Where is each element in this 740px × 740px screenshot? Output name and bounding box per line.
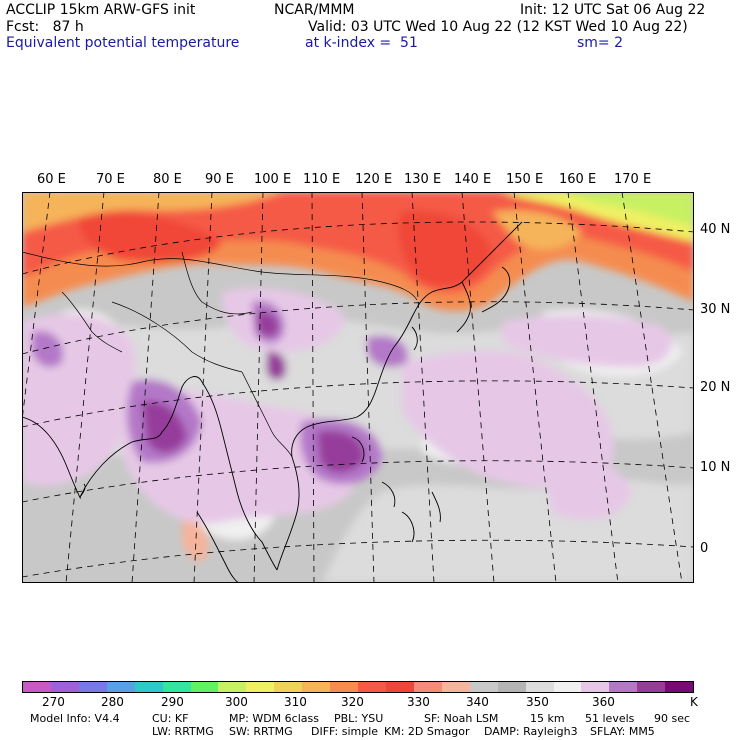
- footer-item: MP: WDM 6class: [229, 712, 319, 725]
- footer-item: CU: KF: [152, 712, 189, 725]
- field-name: Equivalent potential temperature: [6, 35, 240, 51]
- lon-label: 80 E: [153, 172, 182, 187]
- colorbar-swatch: [246, 682, 275, 692]
- forecast-hour: Fcst: 87 h: [6, 19, 84, 35]
- lat-label: 10 N: [700, 460, 731, 475]
- title-center: NCAR/MMM: [274, 2, 355, 18]
- colorbar-swatch: [413, 682, 442, 692]
- lon-label: 60 E: [37, 172, 66, 187]
- lon-label: 120 E: [355, 172, 393, 187]
- footer-item: Model Info: V4.4: [30, 712, 120, 725]
- smoothing: sm= 2: [577, 35, 624, 51]
- colorbar-unit: K: [690, 695, 698, 709]
- lat-label: 40 N: [700, 222, 731, 237]
- colorbar-swatch: [637, 682, 666, 692]
- colorbar-swatch: [134, 682, 163, 692]
- colorbar-label: 350: [526, 695, 549, 709]
- footer-item: SF: Noah LSM: [424, 712, 499, 725]
- lon-label: 90 E: [205, 172, 234, 187]
- lon-label: 150 E: [506, 172, 544, 187]
- lon-label: 170 E: [614, 172, 652, 187]
- footer-item: SFLAY: MM5: [590, 725, 655, 738]
- lon-label: 130 E: [404, 172, 442, 187]
- footer-item: SW: RRTMG: [229, 725, 293, 738]
- init-time: Init: 12 UTC Sat 06 Aug 22: [520, 2, 706, 18]
- colorbar-swatch: [50, 682, 79, 692]
- footer-item: KM: 2D Smagor: [384, 725, 470, 738]
- colorbar-swatch: [441, 682, 470, 692]
- colorbar-swatch: [497, 682, 526, 692]
- footer-item: 15 km: [530, 712, 565, 725]
- footer-item: LW: RRTMG: [152, 725, 214, 738]
- field-shading: [22, 192, 694, 583]
- colorbar-label: 310: [284, 695, 307, 709]
- colorbar-swatch: [469, 682, 498, 692]
- colorbar-swatch: [609, 682, 638, 692]
- theta-e-map: [22, 192, 694, 583]
- valid-time: Valid: 03 UTC Wed 10 Aug 22 (12 KST Wed …: [308, 19, 688, 35]
- colorbar-swatch: [581, 682, 610, 692]
- map-frame: [22, 192, 694, 583]
- footer-item: DAMP: Rayleigh3: [484, 725, 578, 738]
- lat-label: 20 N: [700, 380, 731, 395]
- colorbar-swatch: [274, 682, 303, 692]
- colorbar-label: 280: [101, 695, 124, 709]
- colorbar: [22, 681, 694, 693]
- colorbar-swatch: [23, 682, 51, 692]
- lon-label: 110 E: [303, 172, 341, 187]
- colorbar-swatch: [330, 682, 359, 692]
- lon-label: 140 E: [454, 172, 492, 187]
- colorbar-swatch: [385, 682, 414, 692]
- colorbar-label: 340: [466, 695, 489, 709]
- colorbar-label: 360: [592, 695, 615, 709]
- lon-label: 70 E: [96, 172, 125, 187]
- lon-label: 100 E: [254, 172, 292, 187]
- colorbar-swatch: [78, 682, 107, 692]
- footer-item: PBL: YSU: [334, 712, 384, 725]
- colorbar-swatch: [162, 682, 191, 692]
- lat-label: 30 N: [700, 302, 731, 317]
- colorbar-swatch: [525, 682, 554, 692]
- k-index: at k-index = 51: [305, 35, 418, 51]
- title-model: ACCLIP 15km ARW-GFS init: [6, 2, 196, 18]
- map-canvas: [22, 192, 694, 583]
- footer-item: 51 levels: [585, 712, 635, 725]
- colorbar-label: 300: [225, 695, 248, 709]
- colorbar-label: 290: [161, 695, 184, 709]
- colorbar-swatch: [358, 682, 386, 692]
- colorbar-label: 320: [341, 695, 364, 709]
- colorbar-label: 270: [42, 695, 65, 709]
- colorbar-swatch: [302, 682, 331, 692]
- colorbar-label: 330: [407, 695, 430, 709]
- colorbar-swatch: [665, 682, 694, 692]
- coastlines: [22, 221, 523, 583]
- colorbar-swatch: [218, 682, 247, 692]
- lat-label: 0: [700, 541, 709, 556]
- graticule: [22, 192, 694, 583]
- lon-label: 160 E: [559, 172, 597, 187]
- footer-item: 90 sec: [654, 712, 691, 725]
- colorbar-swatch: [190, 682, 219, 692]
- colorbar-swatch: [553, 682, 582, 692]
- colorbar-swatch: [106, 682, 135, 692]
- footer-item: DIFF: simple: [311, 725, 379, 738]
